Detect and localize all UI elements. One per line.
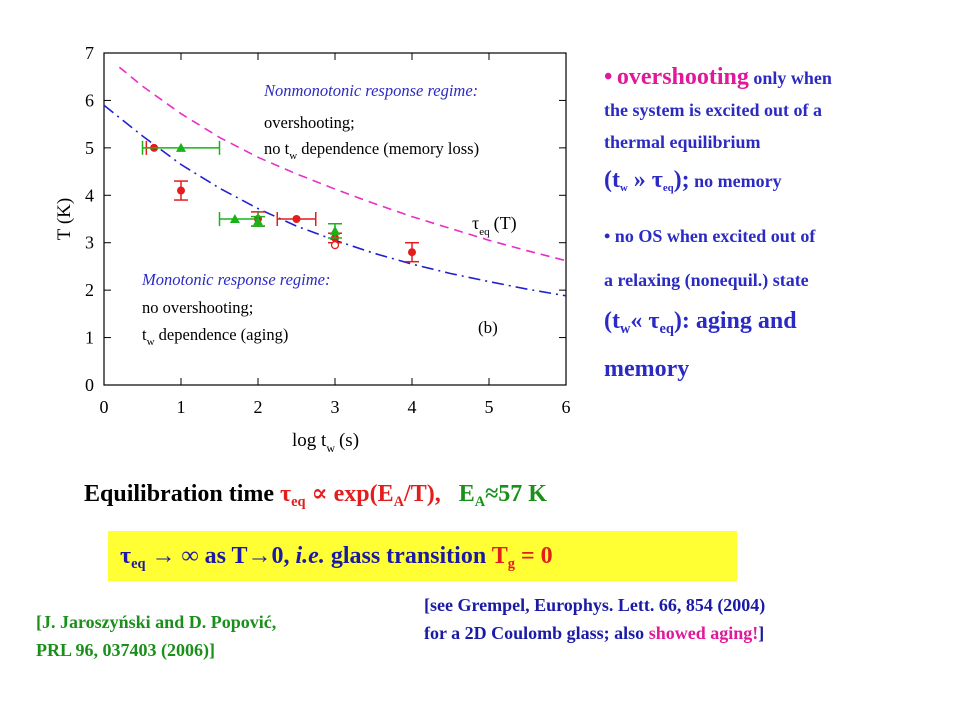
upper-region-title: Nonmonotonic response regime: bbox=[263, 81, 478, 100]
lower-region-line1: no overshooting; bbox=[142, 298, 253, 317]
upper-region-annotation: Nonmonotonic response regime: overshooti… bbox=[263, 81, 479, 162]
marker-open-circle bbox=[330, 240, 340, 250]
jaroszynski-line2: PRL 96, 037403 (2006)] bbox=[36, 640, 215, 660]
x-tick-label: 1 bbox=[177, 397, 186, 417]
data-markers bbox=[141, 140, 419, 263]
marker-triangle bbox=[330, 225, 340, 235]
y-tick-label: 0 bbox=[85, 375, 94, 395]
bullet2-line2: a relaxing (nonequil.) state bbox=[604, 269, 809, 290]
y-tick-label: 7 bbox=[85, 43, 94, 63]
y-tick-label: 5 bbox=[85, 138, 94, 158]
bullet1-line4: (tw » τeq); no memory bbox=[604, 167, 782, 194]
data-point-triangle bbox=[218, 212, 259, 226]
chart-figure: 0 1 2 3 4 5 6 0 1 2 3 4 5 6 7 log tw (s) T (K) Nonmonot… bbox=[54, 43, 571, 455]
x-tick-label: 2 bbox=[254, 397, 263, 417]
regime-curves bbox=[103, 66, 567, 297]
y-axis-label: T (K) bbox=[54, 198, 75, 240]
grempel-line1: [see Grempel, Europhys. Lett. 66, 854 (2… bbox=[424, 595, 766, 615]
lower-region-title: Monotonic response regime: bbox=[141, 270, 331, 289]
upper-region-line1: overshooting; bbox=[264, 113, 355, 132]
x-tick-label: 0 bbox=[100, 397, 109, 417]
data-point-circle bbox=[174, 180, 188, 201]
panel-label: (b) bbox=[478, 318, 498, 337]
marker-circle bbox=[177, 186, 185, 195]
glass-transition-box: τeq → ∞ as T→0, i.e. glass transition Tg… bbox=[108, 531, 737, 581]
y-tick-label: 3 bbox=[85, 233, 94, 253]
curve-dashed bbox=[118, 66, 567, 262]
x-tick-label: 5 bbox=[485, 397, 494, 417]
jaroszynski-reference: [J. Jaroszyński and D. Popović, PRL 96, … bbox=[36, 608, 276, 664]
bullet2-line1: • no OS when excited out of bbox=[604, 225, 816, 246]
axis-ticks: 0 1 2 3 4 5 6 0 1 2 3 4 5 6 7 bbox=[85, 43, 571, 417]
x-axis-label: log tw (s) bbox=[292, 430, 359, 455]
y-tick-label: 6 bbox=[85, 90, 94, 110]
bullet2-line4: memory bbox=[604, 355, 690, 382]
marker-triangle bbox=[176, 142, 186, 152]
data-point-triangle bbox=[141, 140, 221, 155]
data-point-triangle bbox=[251, 215, 265, 227]
bullet2-line3: (tw« τeq): aging and bbox=[604, 307, 797, 337]
curve-label-tau-eq: τeq (T) bbox=[472, 213, 517, 238]
upper-region-line2: no tw dependence (memory loss) bbox=[264, 139, 479, 162]
y-tick-label: 4 bbox=[85, 185, 94, 205]
bullet1-line3: thermal equilibrium bbox=[604, 132, 761, 152]
marker-circle bbox=[292, 215, 301, 223]
marker-triangle bbox=[253, 216, 263, 226]
y-tick-label: 2 bbox=[85, 280, 94, 300]
curve-dashdot bbox=[103, 104, 567, 297]
equilibration-equation: Equilibration time τeq ∝ exp(EA/T), EA≈5… bbox=[84, 481, 547, 511]
marker-circle bbox=[408, 248, 416, 257]
grempel-reference: [see Grempel, Europhys. Lett. 66, 854 (2… bbox=[424, 591, 765, 647]
data-point-open-circle bbox=[330, 240, 340, 250]
lower-region-annotation: Monotonic response regime: no overshooti… bbox=[141, 270, 331, 348]
bullet-notes: • overshooting only when the system is e… bbox=[604, 58, 954, 387]
grempel-line2: for a 2D Coulomb glass; also showed agin… bbox=[424, 623, 765, 643]
bullet1-line1: • overshooting only when bbox=[604, 64, 832, 90]
lower-region-line2: tw dependence (aging) bbox=[142, 325, 288, 348]
x-tick-label: 3 bbox=[331, 397, 340, 417]
x-tick-label: 6 bbox=[562, 397, 571, 417]
bullet1-line2: the system is excited out of a bbox=[604, 100, 822, 120]
marker-triangle bbox=[229, 214, 240, 223]
data-point-circle bbox=[405, 241, 419, 263]
data-point-circle bbox=[276, 212, 317, 226]
jaroszynski-line1: [J. Jaroszyński and D. Popović, bbox=[36, 612, 277, 632]
x-tick-label: 4 bbox=[408, 397, 417, 417]
data-point-triangle bbox=[328, 222, 342, 239]
y-tick-label: 1 bbox=[85, 328, 94, 348]
